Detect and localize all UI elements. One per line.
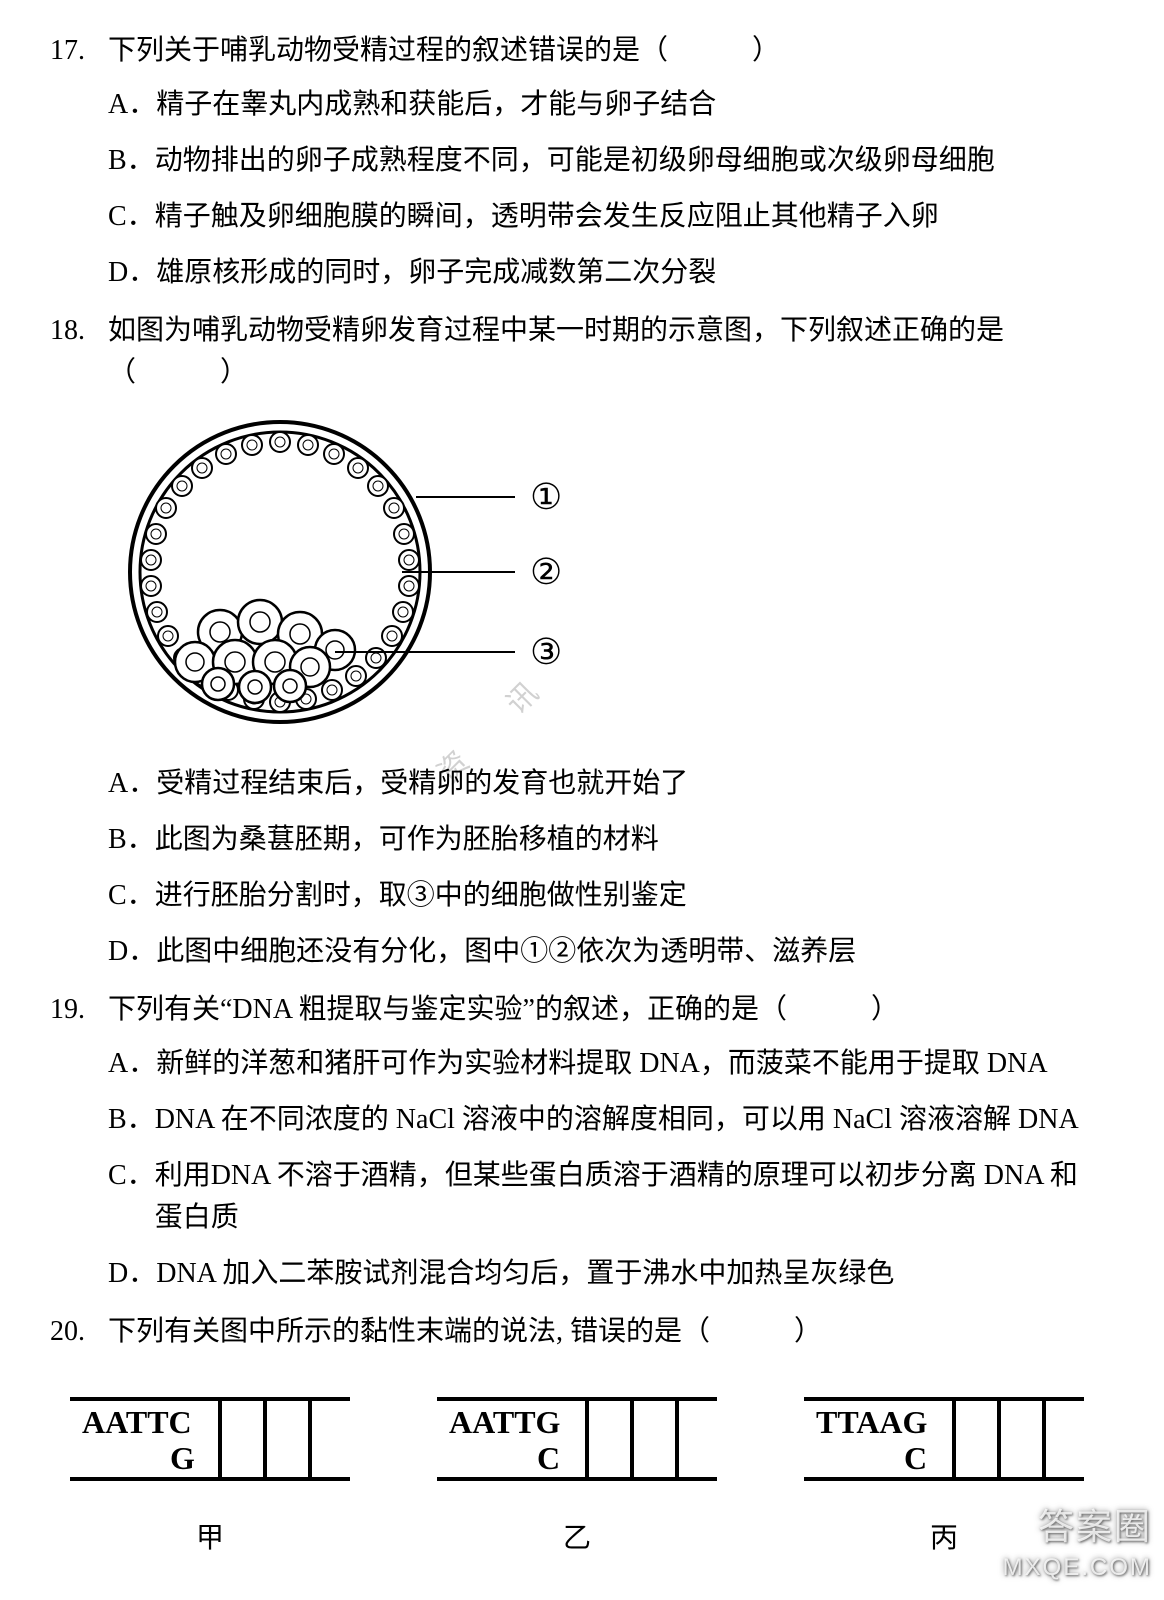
option-c: C． 进行胚胎分割时，取③中的细胞做性别鉴定 [108,875,1104,917]
option-c: C． 精子触及卵细胞膜的瞬间，透明带会发生反应阻止其他精子入卵 [108,196,1104,238]
sticky-end-diagram: AATTC G 甲 AATTG C 乙 [60,1379,1094,1560]
option-text: DNA 在不同浓度的 NaCl 溶液中的溶解度相同，可以用 NaCl 溶液溶解 … [155,1099,1104,1141]
sticky-jia: AATTC G 甲 [60,1379,360,1560]
question-text: 下列有关图中所示的黏性末端的说法, 错误的是（ ） [108,1311,1104,1353]
seq-bottom: C [537,1440,560,1476]
option-label: A． [108,1043,156,1085]
option-text: 此图中细胞还没有分化，图中①②依次为透明带、滋养层 [156,931,1104,973]
option-a: A． 新鲜的洋葱和猪肝可作为实验材料提取 DNA，而菠菜不能用于提取 DNA [108,1043,1104,1085]
option-list: A． 受精过程结束后，受精卵的发育也就开始了 B． 此图为桑葚胚期，可作为胚胎移… [108,763,1104,973]
seq-top: AATTG [449,1404,561,1440]
option-label: B． [108,140,155,182]
sticky-yi: AATTG C 乙 [427,1379,727,1560]
option-text: 精子在睾丸内成熟和获能后，才能与卵子结合 [156,84,1104,126]
option-text: DNA 加入二苯胺试剂混合均匀后，置于沸水中加热呈灰绿色 [156,1253,1104,1295]
option-label: C． [108,875,155,917]
question-stem: 19. 下列有关“DNA 粗提取与鉴定实验”的叙述，正确的是（ ） [50,989,1104,1031]
watermark-brand: 答案圈 [1038,1500,1152,1554]
seq-top: AATTC [82,1404,192,1440]
option-d: D． 此图中细胞还没有分化，图中①②依次为透明带、滋养层 [108,931,1104,973]
seq-bottom: C [904,1440,927,1476]
question-number: 17. [50,30,108,72]
question-text: 下列关于哺乳动物受精过程的叙述错误的是（ ） [108,30,1104,72]
sticky-svg-yi: AATTG C [427,1379,727,1499]
question-19: 19. 下列有关“DNA 粗提取与鉴定实验”的叙述，正确的是（ ） A． 新鲜的… [50,989,1104,1295]
option-text: 精子触及卵细胞膜的瞬间，透明带会发生反应阻止其他精子入卵 [155,196,1104,238]
question-number: 19. [50,989,108,1031]
option-label: B． [108,1099,155,1141]
question-stem: 18. 如图为哺乳动物受精卵发育过程中某一时期的示意图，下列叙述正确的是（ ） [50,310,1104,394]
option-text: 此图为桑葚胚期，可作为胚胎移植的材料 [155,819,1104,861]
question-18: 18. 如图为哺乳动物受精卵发育过程中某一时期的示意图，下列叙述正确的是（ ） [50,310,1104,973]
diagram-label-3: ③ [530,632,562,672]
option-a: A． 精子在睾丸内成熟和获能后，才能与卵子结合 [108,84,1104,126]
option-a: A． 受精过程结束后，受精卵的发育也就开始了 [108,763,1104,805]
sticky-label: 甲 [60,1518,360,1560]
option-label: B． [108,819,155,861]
diagram-label-2: ② [530,552,562,592]
question-stem: 20. 下列有关图中所示的黏性末端的说法, 错误的是（ ） [50,1311,1104,1353]
sticky-svg-bing: TTAAG C [794,1379,1094,1499]
seq-bottom: G [170,1440,195,1476]
option-list: A． 新鲜的洋葱和猪肝可作为实验材料提取 DNA，而菠菜不能用于提取 DNA B… [108,1043,1104,1295]
option-text: 雄原核形成的同时，卵子完成减数第二次分裂 [156,252,1104,294]
question-number: 20. [50,1311,108,1353]
option-label: A． [108,84,156,126]
option-text: 进行胚胎分割时，取③中的细胞做性别鉴定 [155,875,1104,917]
option-label: D． [108,252,156,294]
option-text: 受精过程结束后，受精卵的发育也就开始了 [156,763,1104,805]
diagram-label-1: ① [530,477,562,517]
watermark-url: MXQE.COM [1003,1550,1152,1586]
option-b: B． 动物排出的卵子成熟程度不同，可能是初级卵母细胞或次级卵母细胞 [108,140,1104,182]
question-text: 下列有关“DNA 粗提取与鉴定实验”的叙述，正确的是（ ） [108,989,1104,1031]
option-label: D． [108,1253,156,1295]
question-number: 18. [50,310,108,352]
blastocyst-diagram: ① ② ③ [120,412,1104,745]
question-17: 17. 下列关于哺乳动物受精过程的叙述错误的是（ ） A． 精子在睾丸内成熟和获… [50,30,1104,294]
option-label: D． [108,931,156,973]
option-label: C． [108,1155,155,1197]
option-label: A． [108,763,156,805]
question-stem: 17. 下列关于哺乳动物受精过程的叙述错误的是（ ） [50,30,1104,72]
option-text: 利用DNA 不溶于酒精，但某些蛋白质溶于酒精的原理可以初步分离 DNA 和蛋白质 [155,1155,1104,1239]
option-text: 新鲜的洋葱和猪肝可作为实验材料提取 DNA，而菠菜不能用于提取 DNA [156,1043,1104,1085]
question-text: 如图为哺乳动物受精卵发育过程中某一时期的示意图，下列叙述正确的是（ ） [108,310,1104,394]
option-label: C． [108,196,155,238]
sticky-label: 乙 [427,1518,727,1560]
option-d: D． 雄原核形成的同时，卵子完成减数第二次分裂 [108,252,1104,294]
option-b: B． DNA 在不同浓度的 NaCl 溶液中的溶解度相同，可以用 NaCl 溶液… [108,1099,1104,1141]
option-list: A． 精子在睾丸内成熟和获能后，才能与卵子结合 B． 动物排出的卵子成熟程度不同… [108,84,1104,294]
question-20: 20. 下列有关图中所示的黏性末端的说法, 错误的是（ ） AATTC G 甲 … [50,1311,1104,1560]
option-text: 动物排出的卵子成熟程度不同，可能是初级卵母细胞或次级卵母细胞 [155,140,1104,182]
option-c: C． 利用DNA 不溶于酒精，但某些蛋白质溶于酒精的原理可以初步分离 DNA 和… [108,1155,1104,1239]
option-d: D． DNA 加入二苯胺试剂混合均匀后，置于沸水中加热呈灰绿色 [108,1253,1104,1295]
sticky-svg-jia: AATTC G [60,1379,360,1499]
blastocyst-svg: ① ② ③ [120,412,580,732]
option-b: B． 此图为桑葚胚期，可作为胚胎移植的材料 [108,819,1104,861]
seq-top: TTAAG [816,1404,928,1440]
